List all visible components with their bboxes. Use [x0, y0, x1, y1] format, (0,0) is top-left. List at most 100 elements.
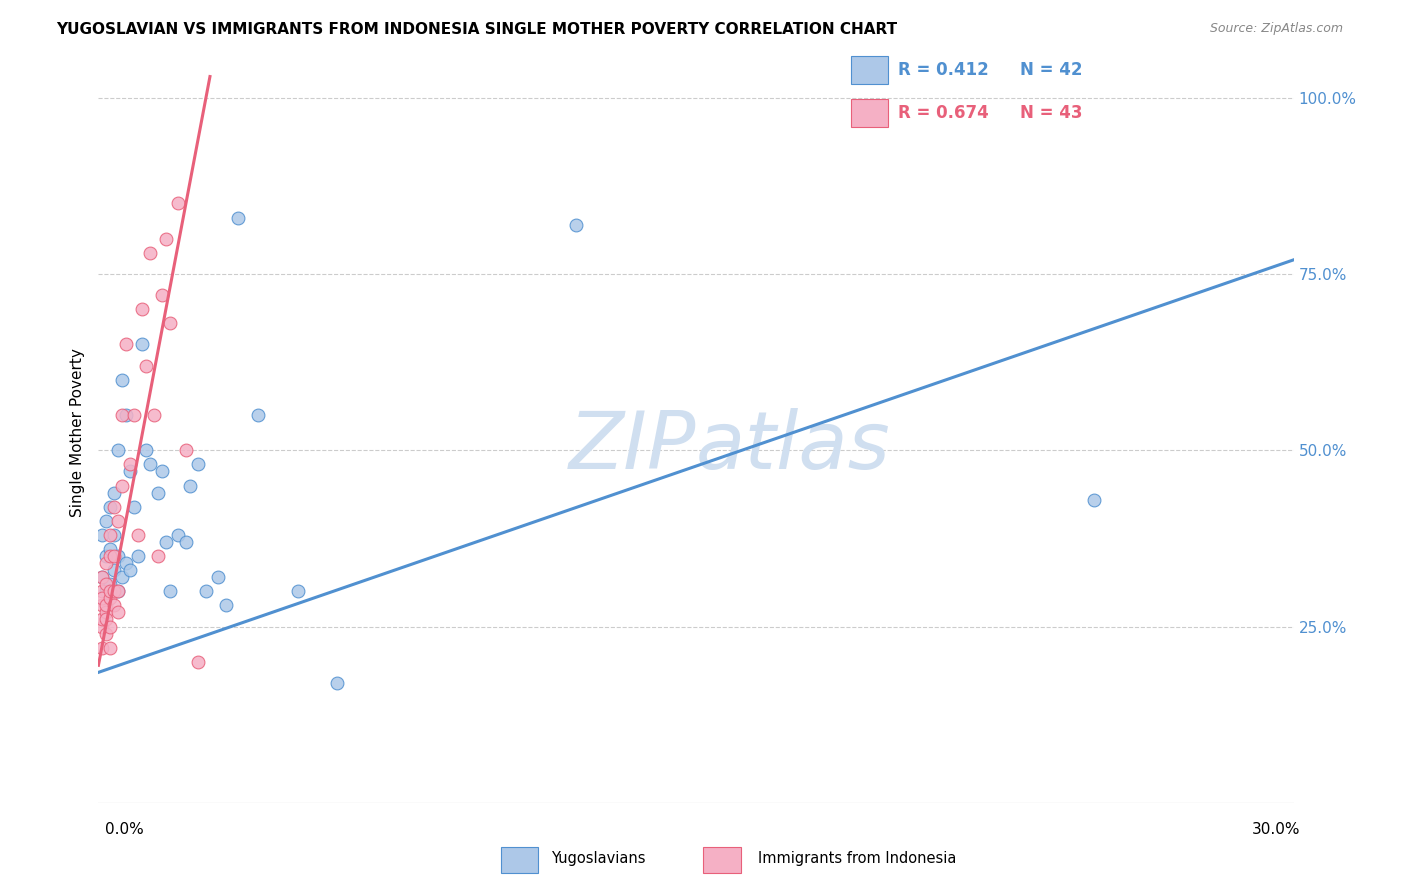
Point — [120, 563, 142, 577]
Point — [91, 612, 114, 626]
Point — [159, 316, 181, 330]
Point — [96, 549, 118, 563]
Point — [103, 549, 125, 563]
Point — [91, 599, 114, 613]
Point — [120, 464, 142, 478]
Point — [207, 570, 229, 584]
Point — [127, 528, 149, 542]
Text: Immigrants from Indonesia: Immigrants from Indonesia — [758, 851, 956, 866]
Point — [115, 408, 138, 422]
Point — [103, 584, 125, 599]
Point — [103, 528, 125, 542]
Point — [107, 584, 129, 599]
Point — [91, 584, 114, 599]
Point — [91, 570, 114, 584]
Point — [96, 606, 118, 620]
Point — [155, 232, 177, 246]
Point — [96, 599, 118, 613]
FancyBboxPatch shape — [501, 847, 538, 872]
Point — [107, 606, 129, 620]
Point — [98, 640, 122, 655]
Point — [98, 577, 122, 591]
Point — [96, 612, 118, 626]
Point — [96, 584, 118, 599]
Point — [98, 528, 122, 542]
Point — [167, 196, 190, 211]
Point — [139, 458, 162, 472]
Point — [91, 570, 114, 584]
Text: atlas: atlas — [696, 409, 891, 486]
Point — [131, 337, 153, 351]
Point — [187, 655, 209, 669]
Point — [179, 478, 201, 492]
Point — [139, 245, 162, 260]
Point — [107, 514, 129, 528]
Point — [103, 485, 125, 500]
Point — [103, 500, 125, 514]
FancyBboxPatch shape — [852, 99, 887, 127]
Point — [131, 302, 153, 317]
Point — [159, 584, 181, 599]
Point — [98, 541, 122, 556]
Point — [167, 528, 190, 542]
Point — [150, 288, 173, 302]
Point — [565, 218, 588, 232]
Point — [195, 584, 218, 599]
Point — [155, 535, 177, 549]
Point — [91, 528, 114, 542]
Point — [107, 549, 129, 563]
Point — [148, 549, 170, 563]
Point — [150, 464, 173, 478]
Point — [120, 458, 142, 472]
Point — [326, 676, 349, 690]
Point — [91, 640, 114, 655]
Point — [96, 626, 118, 640]
Point — [215, 599, 238, 613]
Y-axis label: Single Mother Poverty: Single Mother Poverty — [69, 348, 84, 517]
Point — [111, 478, 134, 492]
Point — [135, 443, 157, 458]
Point — [103, 563, 125, 577]
Text: R = 0.412: R = 0.412 — [898, 61, 988, 78]
Point — [103, 599, 125, 613]
Point — [174, 443, 197, 458]
Point — [1083, 492, 1105, 507]
Point — [111, 408, 134, 422]
Text: N = 43: N = 43 — [1021, 104, 1083, 122]
Point — [98, 591, 122, 606]
Point — [111, 570, 134, 584]
Point — [96, 556, 118, 570]
Point — [111, 373, 134, 387]
Point — [91, 619, 114, 633]
Point — [148, 485, 170, 500]
Point — [96, 514, 118, 528]
Point — [124, 500, 146, 514]
Text: R = 0.674: R = 0.674 — [898, 104, 988, 122]
Point — [246, 408, 269, 422]
Point — [124, 408, 146, 422]
Text: Source: ZipAtlas.com: Source: ZipAtlas.com — [1209, 22, 1343, 36]
Point — [143, 408, 166, 422]
Point — [98, 619, 122, 633]
Point — [91, 591, 114, 606]
Point — [98, 584, 122, 599]
FancyBboxPatch shape — [703, 847, 741, 872]
Point — [107, 443, 129, 458]
Point — [115, 556, 138, 570]
Text: 30.0%: 30.0% — [1253, 822, 1301, 837]
Point — [127, 549, 149, 563]
Point — [287, 584, 309, 599]
FancyBboxPatch shape — [852, 56, 887, 84]
Point — [135, 359, 157, 373]
Point — [107, 584, 129, 599]
Text: Yugoslavians: Yugoslavians — [551, 851, 645, 866]
Text: ZIP: ZIP — [568, 409, 696, 486]
Text: 0.0%: 0.0% — [105, 822, 145, 837]
Point — [98, 500, 122, 514]
Point — [226, 211, 249, 225]
Point — [174, 535, 197, 549]
Point — [96, 577, 118, 591]
Point — [187, 458, 209, 472]
Point — [98, 549, 122, 563]
Text: N = 42: N = 42 — [1021, 61, 1083, 78]
